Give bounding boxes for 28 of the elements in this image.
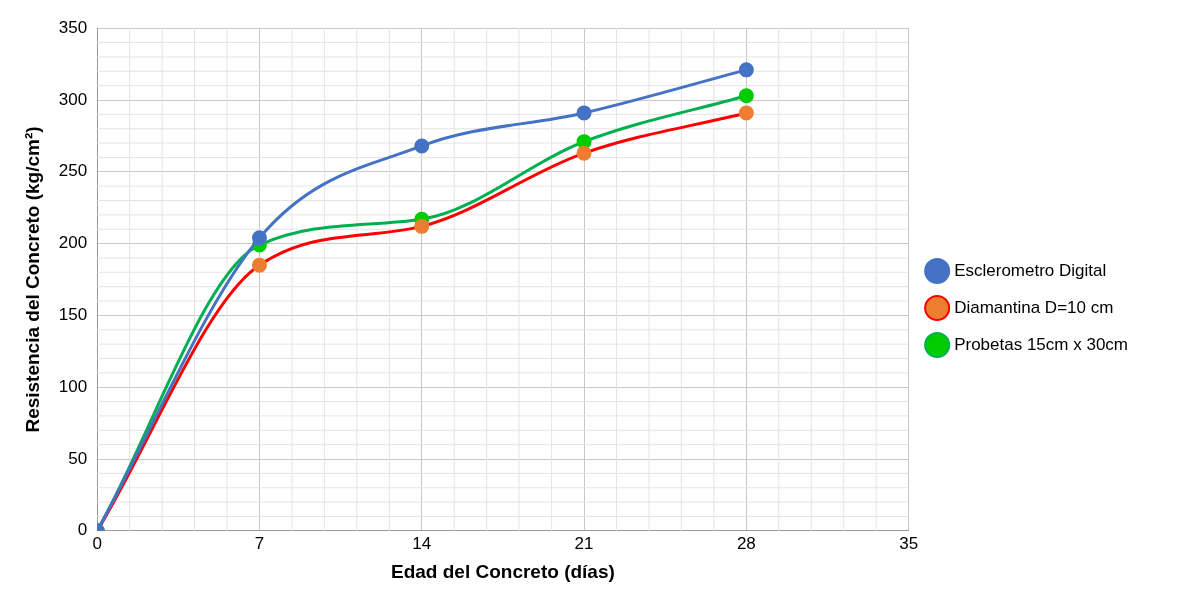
point bbox=[251, 230, 267, 246]
x-tick-label: 21 bbox=[574, 533, 594, 553]
point bbox=[738, 105, 754, 121]
y-tick-label: 150 bbox=[58, 305, 88, 325]
legend-label: Probetas 15cm x 30cm bbox=[954, 334, 1129, 354]
legend-label: Diamantina D=10 cm bbox=[954, 297, 1114, 317]
point bbox=[414, 218, 430, 234]
y-tick-label: 50 bbox=[68, 448, 88, 468]
point bbox=[414, 138, 430, 154]
legend-label: Esclerometro Digital bbox=[954, 260, 1107, 280]
point bbox=[738, 62, 754, 78]
x-tick-label: 14 bbox=[412, 533, 432, 553]
x-tick-label: 35 bbox=[899, 533, 919, 553]
y-tick-label: 350 bbox=[58, 17, 88, 37]
y-tick-label: 0 bbox=[77, 520, 88, 540]
y-tick-label: 200 bbox=[58, 233, 88, 253]
x-axis-title: Edad del Concreto (días) bbox=[391, 560, 615, 582]
point bbox=[576, 105, 592, 121]
point bbox=[738, 88, 754, 104]
x-tick-label: 28 bbox=[736, 533, 756, 553]
point bbox=[251, 257, 267, 273]
y-tick-label: 100 bbox=[58, 376, 88, 396]
x-tick-label: 7 bbox=[254, 533, 265, 553]
y-tick-label: 250 bbox=[58, 161, 88, 181]
y-axis-title: Resistencia del Concreto (kg/cm²) bbox=[21, 126, 43, 433]
point bbox=[576, 145, 592, 161]
y-tick-label: 300 bbox=[58, 89, 88, 109]
x-tick-label: 0 bbox=[92, 533, 102, 553]
